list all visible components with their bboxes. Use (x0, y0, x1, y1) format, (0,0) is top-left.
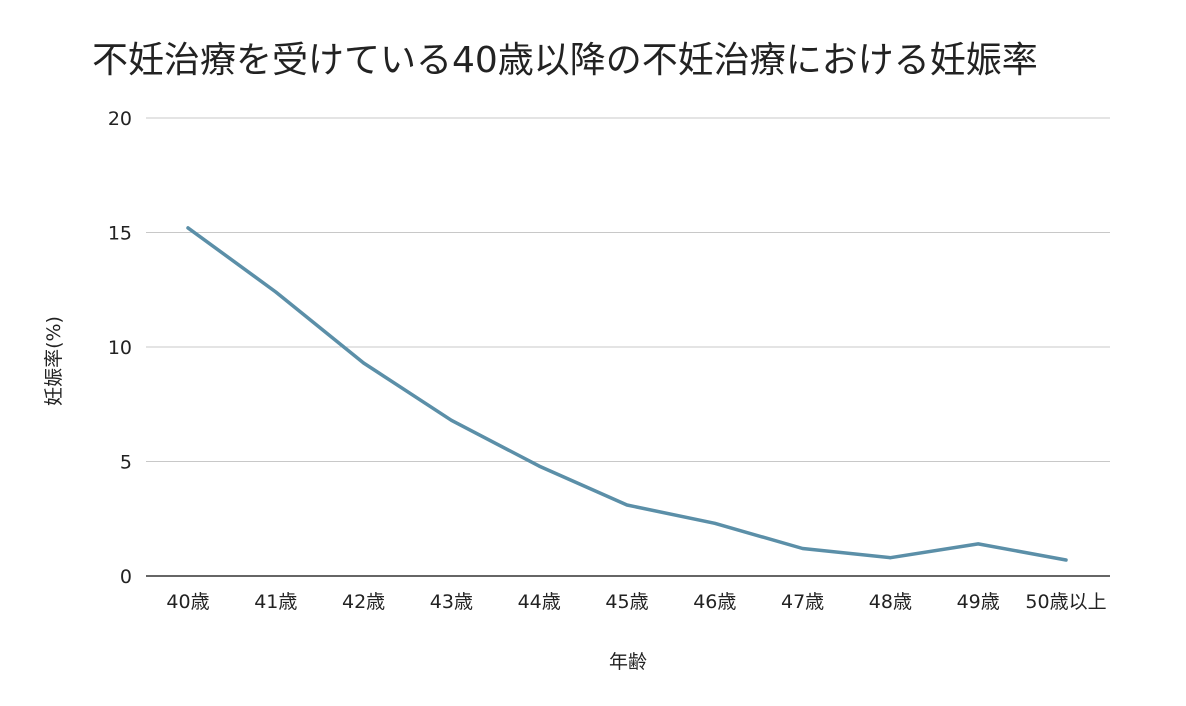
y-tick-label: 20 (108, 108, 132, 130)
data-point (362, 361, 366, 365)
y-tick-label: 0 (120, 566, 132, 588)
x-tick-label: 40歳 (166, 591, 209, 613)
x-tick-label: 45歳 (605, 591, 648, 613)
y-tick-label: 15 (108, 223, 132, 245)
data-point (274, 290, 278, 294)
data-point (537, 464, 541, 468)
x-tick-label: 47歳 (781, 591, 824, 613)
data-point (801, 547, 805, 551)
data-point (186, 226, 190, 230)
data-point (713, 521, 717, 525)
x-tick-labels: 40歳 41歳 42歳 43歳 44歳 45歳 46歳 47歳 48歳 49歳 50歳以上 (166, 591, 1106, 613)
x-axis-label: 年齢 (609, 651, 647, 673)
series-line-0 (186, 226, 1068, 562)
y-axis-label: 妊娠率(%) (43, 316, 65, 406)
x-tick-label: 46歳 (693, 591, 736, 613)
series-layer (186, 226, 1068, 562)
data-point (1064, 558, 1068, 562)
y-tick-labels: 0 5 10 15 20 (108, 108, 132, 588)
y-tick-label: 5 (120, 452, 132, 474)
x-tick-label: 41歳 (254, 591, 297, 613)
x-tick-label: 48歳 (869, 591, 912, 613)
x-tick-label: 49歳 (957, 591, 1000, 613)
data-point (976, 542, 980, 546)
gridlines (146, 117, 1110, 577)
x-tick-label: 50歳以上 (1025, 591, 1106, 613)
data-point (888, 556, 892, 560)
data-point (449, 418, 453, 422)
y-tick-label: 10 (108, 337, 132, 359)
data-point (625, 503, 629, 507)
x-tick-label: 42歳 (342, 591, 385, 613)
x-tick-label: 43歳 (430, 591, 473, 613)
x-tick-label: 44歳 (518, 591, 561, 613)
chart-title: 不妊治療を受けている40歳以降の不妊治療における妊娠率 (92, 40, 1038, 81)
